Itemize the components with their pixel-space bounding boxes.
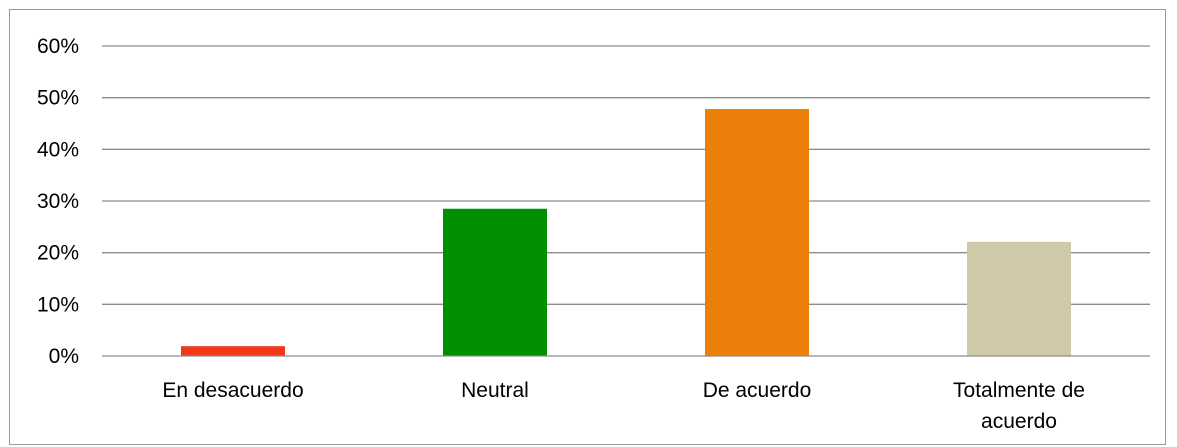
- y-axis-tick-labels: 0% 10% 20% 30% 40% 50% 60%: [37, 35, 79, 368]
- x-category-label: En desacuerdo: [162, 379, 303, 402]
- x-category-label-line: Totalmente de: [953, 379, 1085, 402]
- chart-frame: [9, 9, 1166, 445]
- bar: [705, 109, 809, 357]
- x-category-label-line: En desacuerdo: [162, 379, 303, 402]
- bars: [181, 109, 1071, 357]
- y-tick-label: 10%: [37, 293, 79, 316]
- y-tick-label: 30%: [37, 190, 79, 213]
- y-tick-label: 50%: [37, 87, 79, 110]
- x-category-label-line: acuerdo: [981, 410, 1057, 433]
- y-tick-label: 20%: [37, 242, 79, 265]
- y-tick-label: 0%: [49, 345, 79, 368]
- x-category-label: Neutral: [461, 379, 529, 402]
- y-tick-label: 40%: [37, 138, 79, 161]
- bar: [181, 346, 285, 356]
- x-category-label: Totalmente de acuerdo: [953, 379, 1085, 433]
- x-category-label-line: Neutral: [461, 379, 529, 402]
- x-category-label-line: De acuerdo: [703, 379, 812, 402]
- bar: [967, 241, 1071, 356]
- x-category-label: De acuerdo: [703, 379, 812, 402]
- y-tick-label: 60%: [37, 35, 79, 58]
- bar: [443, 208, 547, 356]
- x-axis-category-labels: En desacuerdo Neutral De acuerdo Totalmente…: [162, 379, 1085, 433]
